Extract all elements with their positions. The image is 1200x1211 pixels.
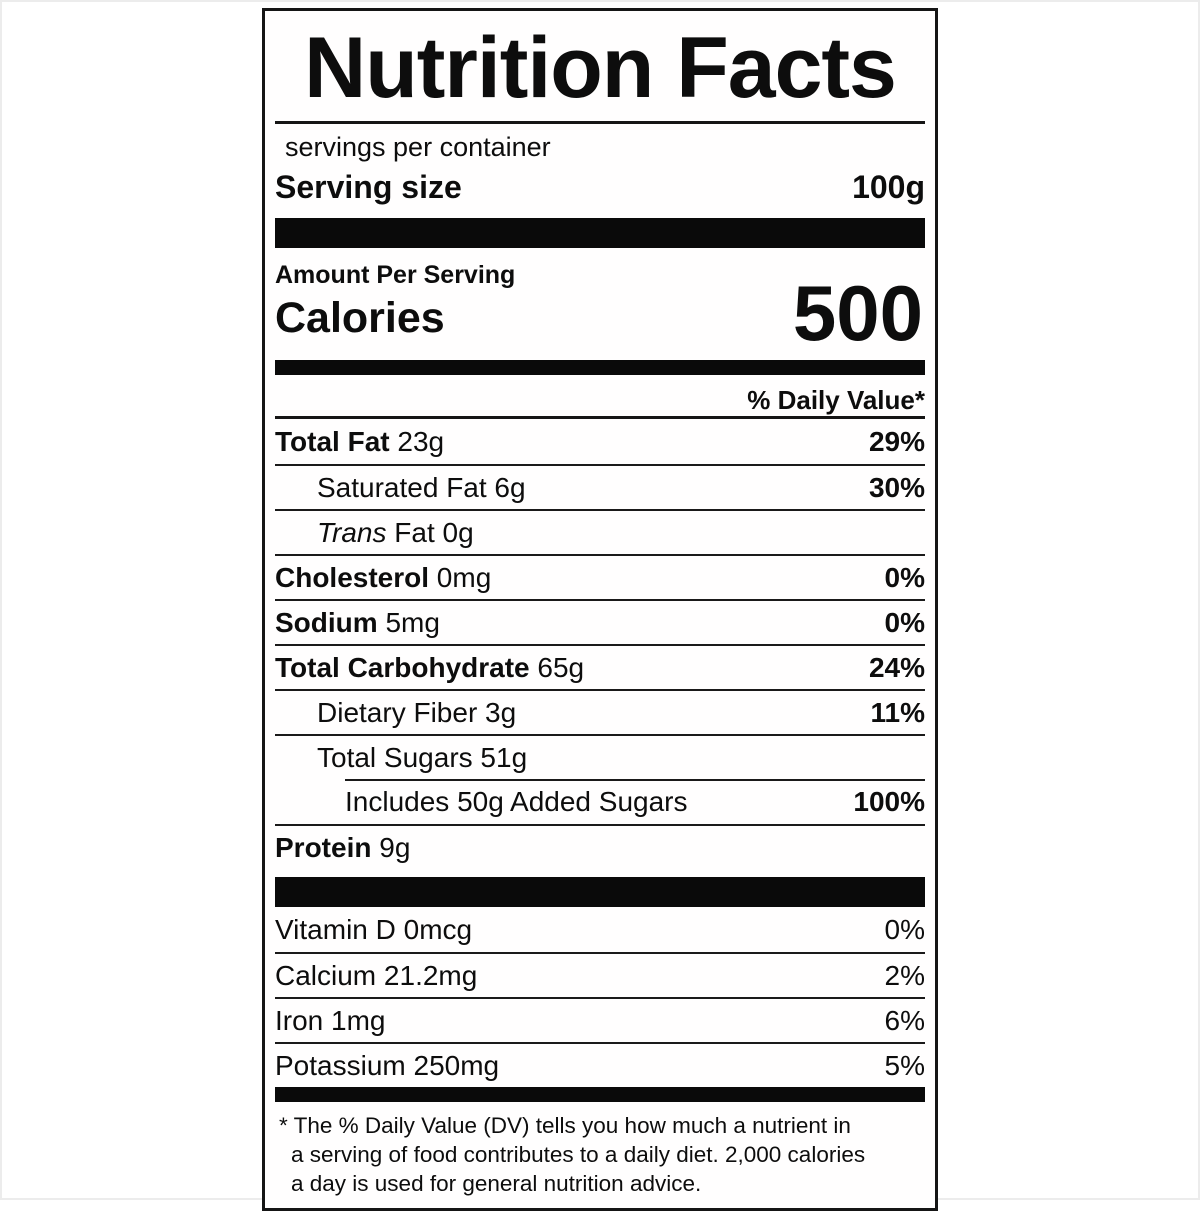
vitamin-rows: Vitamin D 0mcg 0% Calcium 21.2mg 2% Iron 1mg… (275, 907, 925, 1087)
nutrition-facts-label: Nutrition Facts servings per container S… (262, 8, 938, 1211)
nutrient-name: Total Sugars 51g (317, 741, 528, 773)
nutrient-row: Trans Fat 0g (275, 509, 925, 554)
daily-value-percent: 30% (868, 471, 925, 503)
calories-label: Calories (275, 294, 445, 343)
daily-value-percent: 5% (884, 1049, 925, 1081)
daily-value-percent: 100% (853, 785, 925, 817)
daily-value-percent: 24% (868, 651, 925, 683)
nutrient-rows: Total Fat 23g 29% Saturated Fat 6g 30% Trans… (275, 419, 925, 869)
daily-value-percent: 0% (884, 913, 925, 945)
serving-size-label: Serving size (275, 168, 462, 205)
nutrient-row: Calcium 21.2mg 2% (275, 952, 925, 997)
footnote-line: * The % Daily Value (DV) tells you how m… (279, 1113, 851, 1139)
nutrient-name: Potassium 250mg (275, 1049, 500, 1081)
nutrient-row: Cholesterol 0mg 0% (275, 554, 925, 599)
daily-value-percent: 29% (868, 425, 925, 457)
nutrient-name: Cholesterol 0mg (275, 561, 492, 593)
nutrient-row: Potassium 250mg 5% (275, 1042, 925, 1087)
daily-value-percent: 2% (884, 959, 925, 991)
daily-value-percent: 6% (884, 1004, 925, 1036)
nutrient-row: Total Carbohydrate 65g 24% (275, 644, 925, 689)
nutrient-name: Dietary Fiber 3g (317, 696, 517, 728)
nutrient-row: Saturated Fat 6g 30% (275, 464, 925, 509)
nutrient-name: Vitamin D 0mcg (275, 913, 473, 945)
nutrient-name: Protein 9g (275, 831, 411, 863)
section-bar-protein (275, 877, 925, 908)
nutrient-row: Sodium 5mg 0% (275, 599, 925, 644)
nutrient-row: Dietary Fiber 3g 11% (275, 689, 925, 734)
nutrient-name: Iron 1mg (275, 1004, 386, 1036)
servings-per-container-text: servings per container (285, 132, 551, 163)
title-divider (275, 121, 925, 125)
nutrient-row: Iron 1mg 6% (275, 997, 925, 1042)
label-title: Nutrition Facts (304, 20, 897, 116)
footnote-line: a serving of food contributes to a daily… (291, 1142, 866, 1168)
daily-value-percent: 11% (870, 696, 926, 728)
nutrient-name: Total Carbohydrate 65g (275, 651, 585, 683)
nutrient-row: Total Sugars 51g (275, 734, 925, 779)
daily-value-footnote: * The % Daily Value (DV) tells you how m… (275, 1102, 925, 1208)
daily-value-percent: 0% (884, 606, 925, 638)
serving-size-row: Serving size 100g (275, 164, 925, 210)
section-bar-top (275, 218, 925, 249)
nutrient-name: Calcium 21.2mg (275, 959, 478, 991)
nutrient-name: Total Fat 23g (275, 425, 445, 457)
nutrient-row: Vitamin D 0mcg 0% (275, 907, 925, 952)
calories-section: Amount Per Serving Calories 500 (275, 248, 925, 360)
daily-value-percent: 0% (884, 561, 925, 593)
nutrient-row: Total Fat 23g 29% (275, 419, 925, 464)
nutrient-name: Includes 50g Added Sugars (345, 785, 688, 817)
nutrient-name: Trans Fat 0g (317, 516, 474, 548)
section-bar-calories (275, 360, 925, 376)
calories-value: 500 (792, 269, 923, 358)
footnote-line: a day is used for general nutrition advi… (291, 1171, 702, 1197)
nutrient-name: Saturated Fat 6g (317, 471, 526, 503)
nutrient-row: Includes 50g Added Sugars 100% (275, 779, 925, 824)
nutrient-row: Protein 9g (275, 824, 925, 869)
serving-size-value: 100g (852, 168, 925, 205)
daily-value-header: % Daily Value* (275, 375, 925, 420)
nutrient-name: Sodium 5mg (275, 606, 440, 638)
amount-per-serving-label: Amount Per Serving (275, 261, 516, 290)
section-bar-bottom (275, 1087, 925, 1103)
